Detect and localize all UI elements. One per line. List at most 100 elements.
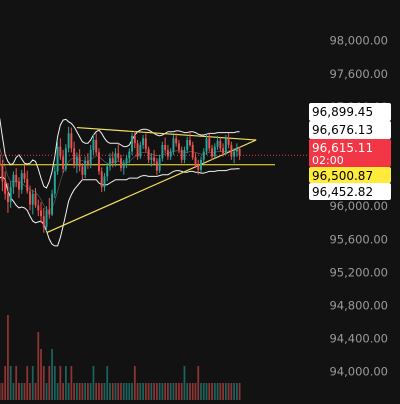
candle-body: [172, 138, 175, 152]
candle-body: [23, 173, 26, 179]
volume-bar: [67, 383, 70, 400]
volume-bar: [31, 366, 34, 400]
volume-bar: [136, 383, 139, 400]
volume-bar: [139, 383, 142, 400]
volume-bar: [53, 366, 56, 400]
candle-body: [202, 151, 205, 160]
candle-body: [70, 133, 73, 149]
volume-bar: [45, 383, 48, 400]
candle-body: [158, 158, 161, 171]
candle-body: [9, 187, 12, 203]
candle-body: [208, 138, 211, 149]
candle-body: [103, 176, 106, 188]
candle-body: [144, 138, 147, 150]
candle-body: [51, 193, 54, 215]
volume-bar: [161, 383, 164, 400]
volume-bar: [128, 383, 131, 400]
candle-body: [164, 144, 167, 150]
candle-body: [189, 140, 191, 145]
volume-bar: [9, 366, 12, 400]
volume-bar: [48, 366, 51, 400]
candle-body: [238, 149, 241, 156]
volume-bar: [103, 383, 106, 400]
volume-bar: [114, 383, 117, 400]
candle-body: [34, 193, 37, 206]
candle-body: [235, 149, 238, 152]
last-price-label-countdown: 02:00: [312, 154, 344, 167]
volume-bar: [29, 383, 31, 400]
bollinger-lower-label-bg: [309, 183, 391, 200]
candle-body: [59, 146, 62, 157]
candle-body: [216, 140, 219, 147]
volume-bar: [62, 383, 64, 400]
volume-bar: [100, 383, 103, 400]
volume-bar: [76, 383, 78, 400]
volume-bar: [23, 383, 26, 400]
candle-body: [175, 138, 178, 144]
volume-bar: [167, 383, 169, 400]
last-price-label-bg: [309, 139, 391, 167]
last-price-label-value: 96,615.11: [312, 141, 373, 155]
volume-bar: [12, 383, 15, 400]
volume-bar: [186, 383, 189, 400]
volume-bar: [15, 366, 18, 400]
volume-bar: [150, 383, 153, 400]
candle-body: [131, 135, 134, 152]
price-tick-label: 95,600.00: [329, 232, 388, 246]
candle-body: [161, 144, 164, 159]
candle-body: [194, 157, 197, 165]
candle-body: [75, 156, 78, 165]
volume-bar: [59, 366, 62, 400]
candle-body: [191, 144, 194, 158]
candle-body: [95, 140, 98, 153]
volume-bar: [216, 383, 219, 400]
volume-bar: [51, 349, 53, 400]
candle-body: [222, 148, 225, 154]
candle-body: [233, 151, 236, 157]
candle-body: [12, 174, 15, 188]
volume-bar: [78, 383, 81, 400]
candle-body: [26, 178, 29, 192]
candle-body: [42, 216, 45, 227]
bollinger-upper-line: [0, 117, 240, 189]
candle-body: [84, 160, 87, 175]
candle-body: [125, 158, 128, 164]
bollinger-upper-label-bg: [309, 103, 391, 121]
price-axis: 98,000.0097,600.0097,200.0096,000.0095,6…: [329, 34, 388, 379]
volume-bar: [125, 383, 128, 400]
volume-bar: [219, 383, 222, 400]
bollinger-lower-label: 96,452.82: [309, 183, 391, 200]
volume-bar: [208, 383, 211, 400]
volume-bar: [87, 383, 89, 400]
volume-bar: [230, 383, 233, 400]
volume-bar: [73, 383, 76, 400]
volume-bar: [122, 383, 125, 400]
volume-bar: [158, 383, 161, 400]
candles: [0, 126, 241, 233]
volume-bar: [153, 383, 155, 400]
candle-body: [230, 144, 233, 157]
volume-bar: [7, 315, 9, 400]
volume-bar: [233, 383, 235, 400]
volume-bar: [202, 383, 205, 400]
volume-bar: [34, 383, 37, 400]
candle-body: [89, 149, 92, 165]
volume-bar: [175, 383, 178, 400]
candle-body: [40, 210, 42, 217]
candle-body: [114, 153, 117, 164]
volume-bar: [42, 366, 45, 400]
candle-body: [73, 148, 76, 165]
candle-body: [186, 140, 189, 150]
candle-body: [62, 156, 65, 169]
candle-body: [78, 156, 81, 167]
volume-bar: [222, 383, 224, 400]
volume-bar: [211, 383, 213, 400]
candle-body: [120, 158, 122, 169]
volume-bar: [224, 383, 227, 400]
volume-bar: [84, 383, 87, 400]
bollinger-middle-label: 96,676.13: [309, 121, 391, 139]
